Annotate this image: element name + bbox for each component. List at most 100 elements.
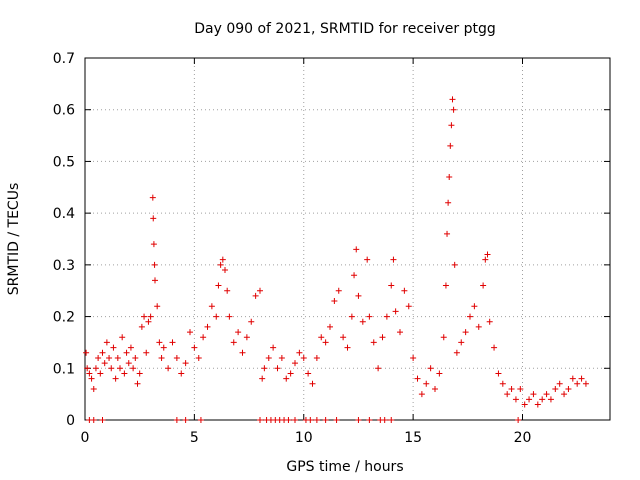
data-point: [318, 334, 325, 341]
data-point: [313, 417, 320, 423]
data-point: [173, 417, 180, 423]
data-point: [83, 349, 90, 356]
data-point: [292, 417, 298, 423]
data-point: [143, 349, 150, 356]
x-tick-label: 15: [404, 430, 422, 446]
data-point: [305, 370, 312, 377]
data-point: [257, 287, 263, 294]
data-point: [309, 380, 316, 387]
data-point: [482, 256, 489, 263]
data-point: [448, 122, 455, 129]
axis-ticks: 0 0.1 0.2 0.3 0.4 0.5 0.6 0.7 0 5 10 15 20: [53, 51, 610, 446]
data-point: [156, 339, 163, 346]
data-point: [265, 354, 272, 361]
data-point: [578, 375, 585, 382]
data-point: [141, 313, 148, 320]
data-point: [471, 303, 478, 310]
data-point: [453, 349, 460, 356]
data-point: [160, 344, 167, 351]
data-point: [86, 370, 93, 377]
data-point: [204, 323, 211, 330]
y-tick-label: 0.4: [53, 206, 75, 222]
data-point: [121, 370, 128, 377]
data-point: [200, 334, 207, 341]
data-point: [150, 215, 157, 222]
data-point: [444, 230, 451, 237]
y-tick-label: 0.5: [53, 154, 75, 170]
data-point: [432, 385, 438, 392]
data-point: [117, 365, 123, 372]
data-point: [158, 354, 165, 361]
data-point: [219, 256, 226, 263]
data-point: [99, 349, 106, 356]
data-point: [390, 256, 397, 263]
data-point: [526, 396, 533, 403]
data-point: [287, 370, 294, 377]
data-point: [547, 396, 554, 403]
data-point: [370, 339, 377, 346]
data-point: [381, 417, 388, 423]
data-point: [99, 417, 106, 423]
data-point: [582, 380, 589, 387]
data-point: [340, 334, 347, 341]
y-tick-label: 0.6: [53, 103, 75, 119]
data-point: [392, 308, 399, 315]
data-point: [182, 417, 189, 423]
data-point: [442, 282, 449, 289]
data-point: [285, 417, 292, 423]
data-point: [112, 375, 119, 382]
data-point: [440, 334, 447, 341]
data-point: [248, 318, 255, 325]
data-point: [414, 375, 421, 382]
data-point: [213, 313, 220, 320]
x-tick-label: 0: [81, 430, 90, 446]
data-point: [401, 287, 408, 294]
data-point: [355, 292, 362, 299]
data-point: [197, 417, 204, 423]
data-point: [90, 385, 97, 392]
data-point: [333, 417, 340, 423]
data-point: [296, 349, 303, 356]
grid-lines: [85, 58, 610, 420]
data-point: [359, 318, 366, 325]
data-point: [90, 417, 97, 423]
data-point: [226, 313, 233, 320]
data-point: [405, 303, 412, 310]
data-point: [462, 329, 469, 336]
data-point: [379, 334, 386, 341]
data-point: [322, 417, 329, 423]
data-point: [451, 261, 458, 268]
data-point: [173, 354, 180, 361]
data-point: [512, 396, 519, 403]
x-tick-label: 20: [514, 430, 532, 446]
y-tick-label: 0: [66, 413, 75, 429]
data-point: [508, 385, 515, 392]
data-point: [208, 303, 215, 310]
data-point: [132, 354, 139, 361]
data-point: [436, 370, 443, 377]
data-point: [383, 313, 390, 320]
data-point: [484, 251, 491, 258]
x-tick-label: 10: [295, 430, 313, 446]
data-point: [539, 396, 546, 403]
data-point: [561, 391, 568, 398]
data-point: [300, 354, 307, 361]
data-point: [217, 261, 224, 268]
y-axis-label: SRMTID / TECUs: [6, 183, 22, 296]
chart-title: Day 090 of 2021, SRMTID for receiver ptg…: [194, 21, 496, 37]
data-point: [187, 329, 193, 336]
data-point: [154, 303, 161, 310]
data-point: [125, 360, 132, 367]
data-point: [552, 385, 559, 392]
data-point: [178, 370, 185, 377]
plot-frame: [84, 57, 611, 421]
data-point: [274, 365, 281, 372]
data-point: [195, 354, 202, 361]
data-point: [136, 370, 143, 377]
data-point: [261, 365, 268, 372]
data-point: [243, 334, 250, 341]
data-point: [427, 365, 434, 372]
data-point: [480, 282, 487, 289]
data-point: [534, 401, 541, 408]
